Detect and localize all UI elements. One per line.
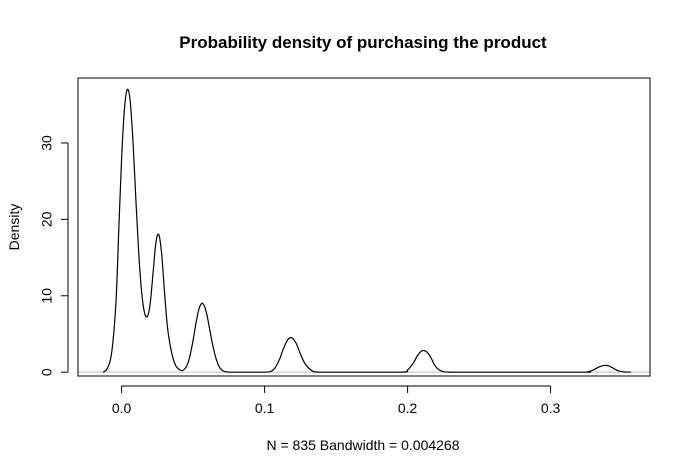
x-axis-label: N = 835 Bandwidth = 0.004268: [266, 437, 459, 453]
y-tick-label: 0: [39, 368, 55, 376]
chart-title: Probability density of purchasing the pr…: [179, 33, 547, 52]
plot-box: [77, 77, 651, 377]
x-tick-label: 0.0: [112, 400, 132, 416]
x-tick-label: 0.2: [398, 400, 418, 416]
y-axis-label: Density: [6, 204, 22, 251]
y-tick-label: 30: [39, 135, 55, 151]
density-curve: [102, 88, 631, 373]
x-axis: 0.0 0.1 0.2 0.3: [112, 385, 561, 416]
y-tick-label: 10: [39, 288, 55, 304]
x-tick-label: 0.1: [255, 400, 275, 416]
y-tick-label: 20: [39, 211, 55, 227]
y-axis: 0 10 20 30: [39, 135, 69, 376]
x-tick-label: 0.3: [541, 400, 561, 416]
